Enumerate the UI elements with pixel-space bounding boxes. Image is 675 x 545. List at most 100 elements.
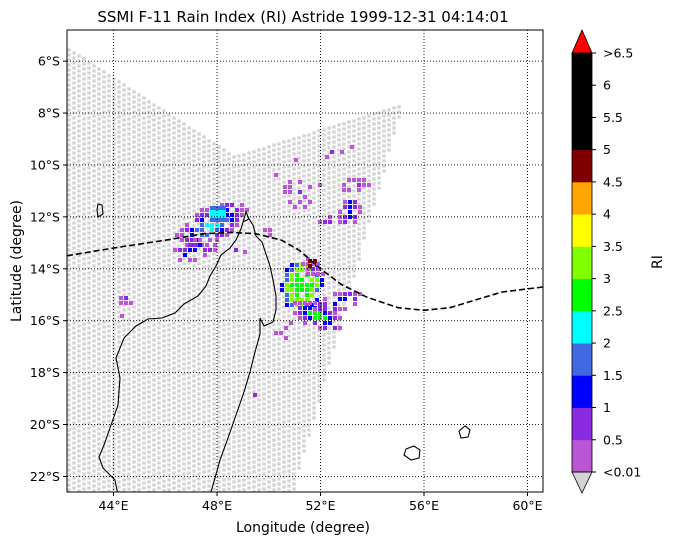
swath-pixel xyxy=(272,438,276,442)
swath-pixel xyxy=(152,383,156,387)
swath-pixel xyxy=(107,269,111,273)
swath-pixel xyxy=(342,127,346,131)
swath-pixel xyxy=(82,72,86,76)
swath-pixel xyxy=(317,359,321,363)
swath-pixel xyxy=(92,364,96,368)
swath-pixel xyxy=(297,156,301,160)
swath-pixel xyxy=(287,209,291,213)
swath-pixel xyxy=(117,380,121,384)
swath-pixel xyxy=(87,431,91,435)
swath-pixel xyxy=(277,437,281,441)
swath-pixel xyxy=(212,352,216,356)
swath-pixel xyxy=(202,450,206,454)
swath-pixel xyxy=(92,329,96,333)
swath-pixel xyxy=(207,374,211,378)
swath-pixel xyxy=(97,197,101,201)
rain-pixel xyxy=(285,268,289,272)
swath-pixel xyxy=(107,264,111,268)
swath-pixel xyxy=(162,354,166,358)
swath-pixel xyxy=(87,211,91,215)
swath-pixel xyxy=(147,195,151,199)
swath-pixel xyxy=(177,304,181,308)
swath-pixel xyxy=(197,342,201,346)
swath-pixel xyxy=(157,236,161,240)
swath-pixel xyxy=(142,476,146,480)
swath-pixel xyxy=(182,342,186,346)
swath-pixel xyxy=(77,299,81,303)
swath-pixel xyxy=(307,253,311,257)
swath-pixel xyxy=(207,339,211,343)
swath-pixel xyxy=(282,265,286,269)
swath-pixel xyxy=(297,441,301,445)
swath-pixel xyxy=(127,247,131,251)
swath-pixel xyxy=(247,476,251,480)
swath-pixel xyxy=(162,169,166,173)
swath-pixel xyxy=(342,172,346,176)
swath-pixel xyxy=(77,279,81,283)
swath-pixel xyxy=(272,383,276,387)
swath-pixel xyxy=(277,207,281,211)
swath-pixel xyxy=(362,226,366,230)
swath-pixel xyxy=(102,100,106,104)
swath-pixel xyxy=(297,166,301,170)
swath-pixel xyxy=(122,148,126,152)
swath-pixel xyxy=(202,285,206,289)
swath-pixel xyxy=(197,357,201,361)
rain-pixel xyxy=(283,190,287,194)
rain-pixel xyxy=(274,331,278,335)
swath-pixel xyxy=(107,489,111,492)
swath-pixel xyxy=(257,253,261,257)
swath-pixel xyxy=(247,266,251,270)
swath-pixel xyxy=(207,284,211,288)
rain-pixel xyxy=(323,302,327,306)
swath-pixel xyxy=(102,305,106,309)
swath-pixel xyxy=(187,471,191,475)
rain-pixel xyxy=(225,208,229,212)
swath-pixel xyxy=(182,242,186,246)
swath-pixel xyxy=(192,389,196,393)
swath-pixel xyxy=(212,257,216,261)
swath-pixel xyxy=(97,432,101,436)
swath-pixel xyxy=(117,360,121,364)
swath-pixel xyxy=(77,79,81,83)
swath-pixel xyxy=(187,301,191,305)
swath-pixel xyxy=(312,356,316,360)
swath-pixel xyxy=(132,240,136,244)
swath-pixel xyxy=(67,363,71,367)
swath-pixel xyxy=(272,248,276,252)
swath-pixel xyxy=(282,235,286,239)
swath-pixel xyxy=(322,343,326,347)
swath-pixel xyxy=(272,478,276,482)
swath-pixel xyxy=(127,112,131,116)
swath-pixel xyxy=(267,355,271,359)
colorbar-bin xyxy=(572,149,592,183)
swath-pixel xyxy=(197,257,201,261)
swath-pixel xyxy=(307,328,311,332)
swath-pixel xyxy=(302,164,306,168)
swath-pixel xyxy=(67,263,71,267)
swath-pixel xyxy=(102,340,106,344)
colorbar-tick-label: 3 xyxy=(603,271,611,286)
swath-pixel xyxy=(142,251,146,255)
swath-pixel xyxy=(77,109,81,113)
rain-pixel xyxy=(213,248,217,252)
swath-pixel xyxy=(102,160,106,164)
swath-pixel xyxy=(67,353,71,357)
swath-pixel xyxy=(87,71,91,75)
swath-pixel xyxy=(167,438,171,442)
swath-pixel xyxy=(82,437,86,441)
swath-pixel xyxy=(127,332,131,336)
swath-pixel xyxy=(162,414,166,418)
swath-pixel xyxy=(167,453,171,457)
swath-pixel xyxy=(72,146,76,150)
swath-pixel xyxy=(72,421,76,425)
swath-pixel xyxy=(182,277,186,281)
swath-pixel xyxy=(237,464,241,468)
swath-pixel xyxy=(327,266,331,270)
swath-pixel xyxy=(282,400,286,404)
swath-pixel xyxy=(267,220,271,224)
swath-pixel xyxy=(297,161,301,165)
swath-pixel xyxy=(182,457,186,461)
swath-pixel xyxy=(162,409,166,413)
swath-pixel xyxy=(72,271,76,275)
